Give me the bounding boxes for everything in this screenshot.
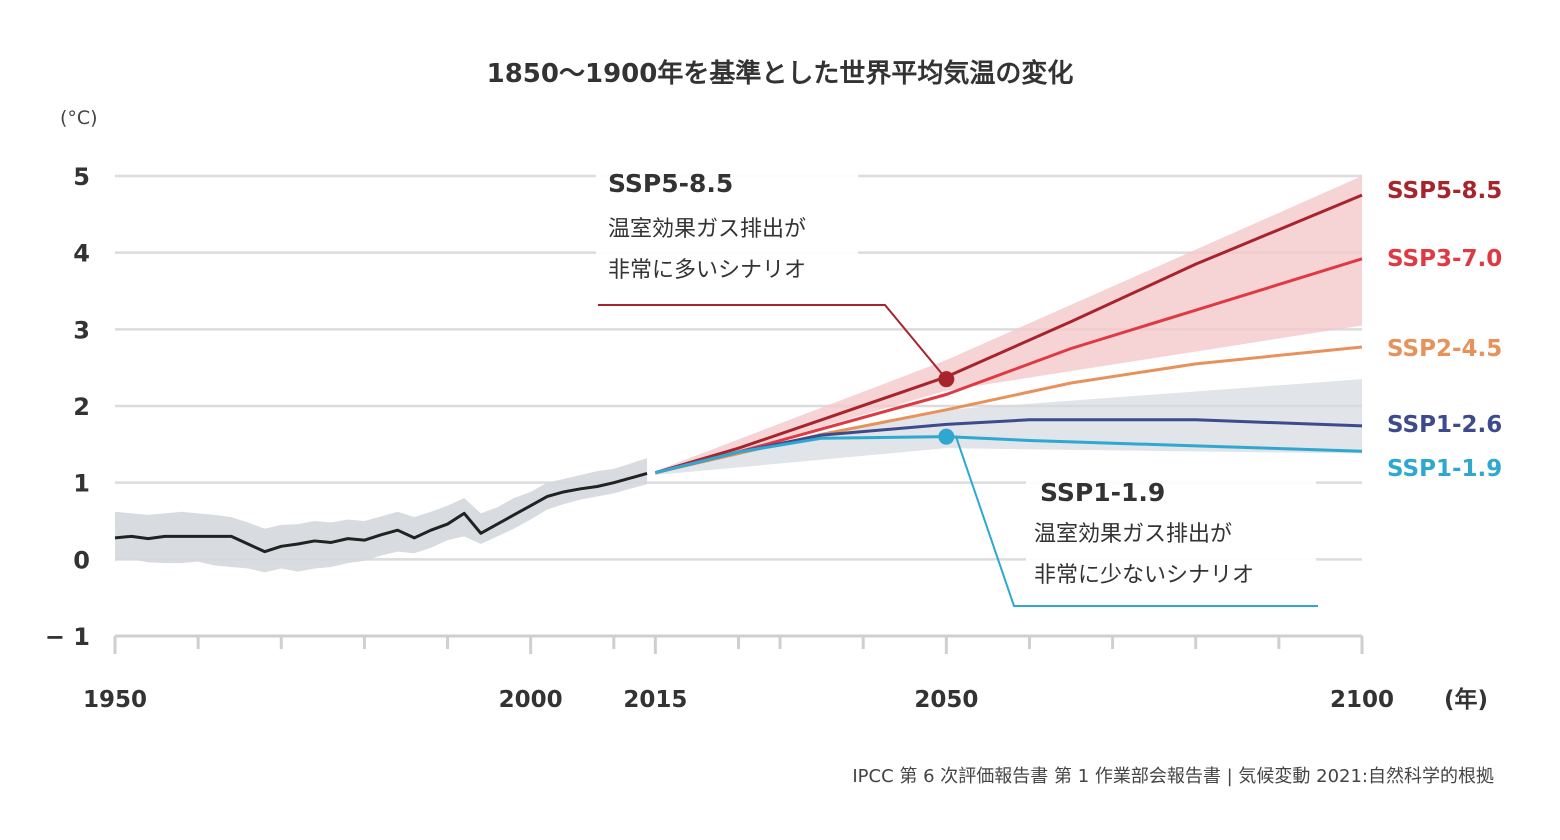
annotation-box-ssp119 [1026,470,1316,594]
y-axis-unit: (°C) [60,107,98,129]
x-tick-label: 1950 [83,687,147,713]
y-tick-label: 5 [73,163,90,191]
projection-band-1 [655,176,1362,475]
series-labels: SSP5-8.5 SSP3-7.0 SSP2-4.5 SSP1-2.6 SSP1-1.9 [1387,178,1502,482]
chart-title: 1850〜1900年を基準とした世界平均気温の変化 [487,58,1074,89]
annotation-title-ssp119: SSP1-1.9 [1040,478,1165,507]
annotation-marker-ssp119 [938,428,955,445]
historical-line [114,472,648,554]
annotation-leader-ssp585 [598,304,948,380]
projection-band-2 [655,379,1362,475]
annotation-text-ssp119: 非常に少ないシナリオ [1034,563,1254,588]
x-tick-label: 2050 [914,687,978,713]
series-lines [114,193,1363,554]
y-tick-label: 3 [73,316,90,344]
y-tick-label: 2 [73,393,90,421]
series-label-ssp1-2-6: SSP1-2.6 [1387,412,1502,438]
annotation-box-ssp585 [596,162,858,288]
annotation-title-ssp585: SSP5-8.5 [608,169,733,198]
series-label-ssp1-1-9: SSP1-1.9 [1387,456,1502,482]
annotation-marker-ssp585 [938,371,955,388]
y-tick-label: 4 [73,240,90,268]
annotation-text-ssp585: 非常に多いシナリオ [608,258,806,283]
series-label-ssp3-7-0: SSP3-7.0 [1387,246,1502,272]
y-tick-label: − 1 [45,623,90,651]
x-axis-unit: (年) [1444,686,1488,713]
source-note: IPCC 第 6 次評価報告書 第 1 作業部会報告書 | 気候変動 2021:… [852,766,1494,787]
y-tick-label: 1 [73,470,90,498]
annotation-text-ssp119: 温室効果ガス排出が [1034,522,1232,547]
y-tick-label: 0 [73,546,90,574]
x-tick-label: 2100 [1330,687,1394,713]
historical-band [115,458,648,573]
series-label-ssp2-4-5: SSP2-4.5 [1387,336,1502,362]
annotations: SSP5-8.5温室効果ガス排出が非常に多いシナリオSSP1-1.9温室効果ガス… [596,162,1318,607]
x-tick-label: 2000 [499,687,563,713]
x-tick-label: 2015 [623,687,687,713]
annotation-text-ssp585: 温室効果ガス排出が [608,217,806,242]
x-axis: 1950 2000 2015 2050 2100 [83,634,1394,713]
series-label-ssp5-8-5: SSP5-8.5 [1387,178,1502,204]
